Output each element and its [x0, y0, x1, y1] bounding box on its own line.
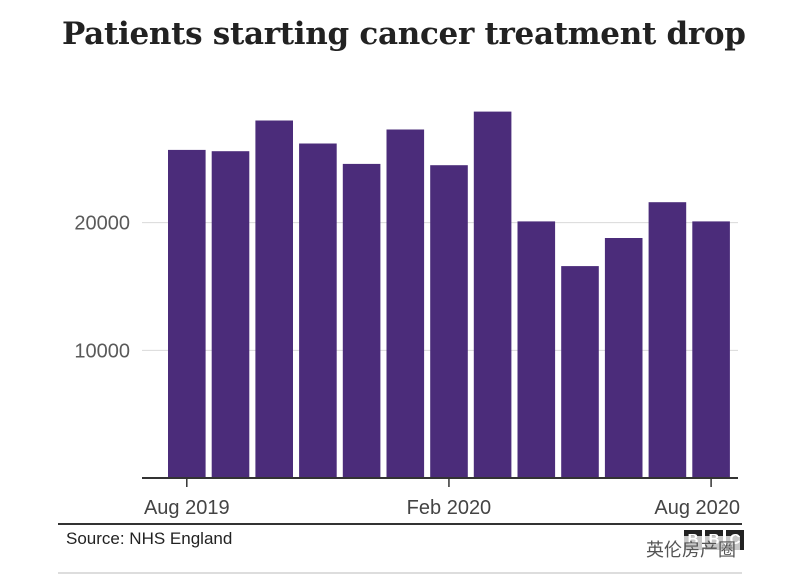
bar	[473, 111, 512, 478]
source-note: Source: NHS England	[66, 529, 233, 548]
bar	[386, 129, 425, 478]
watermark: 英伦房产圈	[642, 536, 740, 562]
bar	[211, 151, 250, 478]
bar	[517, 221, 556, 478]
bar	[299, 143, 337, 478]
y-tick-label: 10000	[74, 340, 130, 362]
source-divider	[58, 523, 742, 525]
axes: 10000 20000 Aug 2019 Feb 2020 Aug 2020	[74, 213, 740, 519]
bar	[604, 238, 643, 478]
x-tick-label: Feb 2020	[407, 497, 492, 519]
bar	[342, 163, 381, 478]
y-tick-label: 20000	[74, 213, 130, 235]
bar	[255, 120, 293, 478]
bar	[430, 165, 468, 478]
x-tick-label: Aug 2019	[144, 497, 230, 519]
bar	[168, 149, 206, 478]
bar	[648, 202, 687, 478]
bars	[168, 111, 730, 478]
x-tick-label: Aug 2020	[654, 497, 740, 519]
chart-title: Patients starting cancer treatment drop	[62, 16, 746, 52]
bar	[561, 266, 599, 478]
bar	[692, 221, 730, 478]
bottom-divider	[58, 572, 742, 574]
